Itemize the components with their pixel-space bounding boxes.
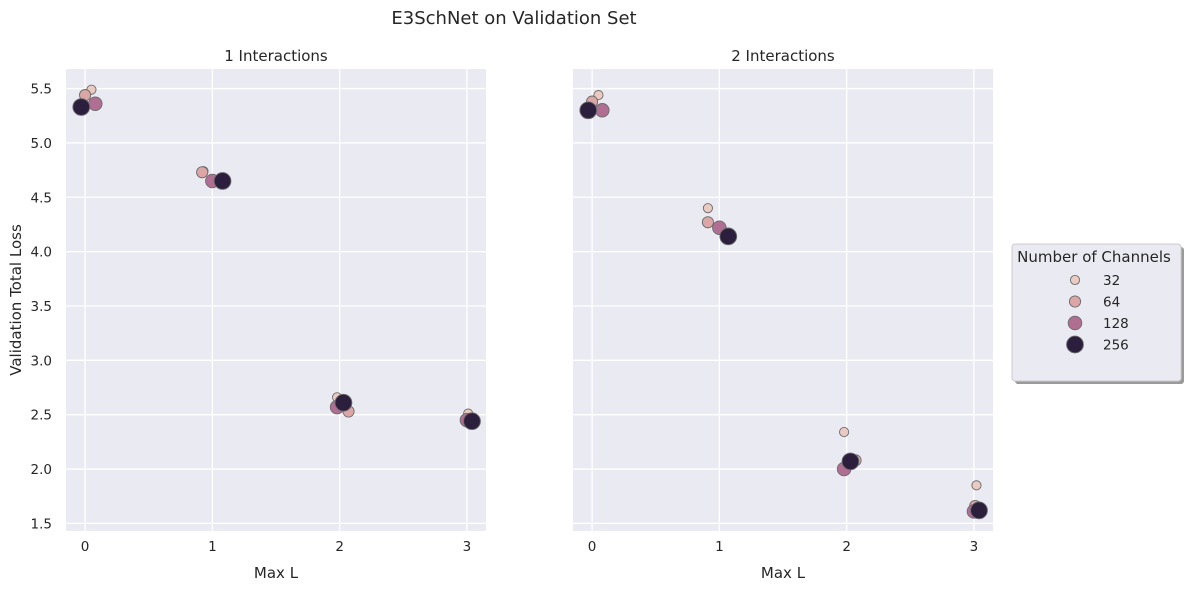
data-point-256	[72, 98, 91, 116]
legend-marker-128	[1067, 315, 1083, 331]
legend: Number of Channels 32 64 128 256	[1011, 243, 1184, 384]
data-point-256	[719, 227, 738, 246]
plot-background	[66, 69, 486, 531]
data-point-64	[196, 166, 209, 179]
y-tick-label: 5.5	[31, 82, 52, 98]
panels: 0 1 2 3 1.5 2.0 2.5 3.0 3.5 4.0 4.5 5.0 5.5 1 Interac…	[7, 47, 993, 582]
data-point-256	[463, 412, 481, 431]
panel-title: 1 Interactions	[224, 47, 328, 65]
x-tick-label: 3	[970, 539, 979, 555]
data-point-128	[595, 103, 610, 118]
data-point-256	[970, 501, 988, 520]
panel-1: 0 1 2 3 1.5 2.0 2.5 3.0 3.5 4.0 4.5 5.0 5.5 1 Interac…	[7, 47, 486, 582]
data-point-32	[702, 203, 713, 214]
legend-label-64: 64	[1103, 295, 1120, 311]
y-tick-label: 3.0	[31, 353, 52, 369]
x-axis-label: Max L	[254, 564, 299, 582]
legend-title: Number of Channels	[1017, 248, 1171, 266]
data-point-128	[88, 96, 103, 112]
panel-2: 0 1 2 3 2 Interactions Max L	[573, 47, 993, 582]
x-tick-label: 2	[335, 539, 344, 555]
legend-box	[1011, 243, 1182, 382]
x-tick-label: 1	[715, 539, 724, 555]
plot-background	[573, 69, 993, 531]
y-tick-label: 3.5	[31, 299, 52, 315]
legend-marker-64	[1068, 295, 1082, 308]
data-point-32	[971, 480, 982, 491]
panel-title: 2 Interactions	[731, 47, 835, 65]
y-tick-label: 5.0	[31, 136, 52, 152]
data-point-32	[839, 427, 850, 438]
data-point-256	[579, 101, 598, 120]
legend-marker-256	[1066, 335, 1084, 354]
data-point-256	[334, 393, 353, 412]
data-point-64	[701, 216, 714, 229]
y-tick-label: 4.0	[31, 245, 52, 261]
y-axis-label: Validation Total Loss	[7, 224, 25, 376]
legend-label-128: 128	[1103, 316, 1129, 332]
x-tick-label: 0	[588, 539, 597, 555]
legend-label-32: 32	[1103, 273, 1120, 289]
y-tick-label: 2.0	[31, 462, 52, 478]
y-tick-label: 2.5	[31, 408, 52, 424]
legend-entries: 32 64 128 256	[1066, 273, 1129, 354]
legend-label-256: 256	[1103, 338, 1129, 354]
legend-marker-32	[1069, 274, 1081, 286]
y-tick-label: 4.5	[31, 190, 52, 206]
data-point-256	[213, 172, 232, 190]
x-tick-label: 1	[208, 539, 217, 555]
x-tick-label: 0	[81, 539, 90, 555]
y-tick-label: 1.5	[31, 516, 52, 532]
data-point-256	[841, 452, 860, 471]
x-axis-label: Max L	[761, 564, 806, 582]
figure-title: E3SchNet on Validation Set	[391, 8, 636, 29]
x-tick-label: 3	[463, 539, 472, 555]
x-tick-label: 2	[842, 539, 851, 555]
